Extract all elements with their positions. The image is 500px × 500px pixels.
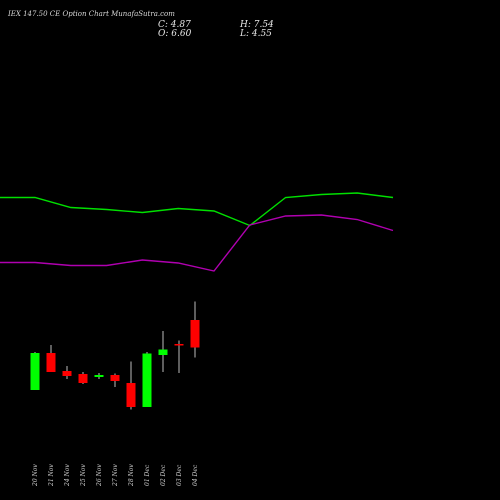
date-label: 24 Nov (64, 464, 71, 487)
high-value: H: 7.54 (240, 20, 274, 30)
candle-body (174, 344, 184, 346)
candle-body (78, 374, 88, 383)
candle-body (62, 371, 72, 376)
candle-body (190, 320, 200, 348)
candle-body (158, 349, 168, 355)
open-value: O: 6.60 (158, 29, 192, 39)
candle-body (110, 375, 120, 381)
date-label: 04 Dec (192, 464, 199, 486)
candle-body (46, 353, 56, 372)
date-label: 25 Nov (80, 464, 87, 487)
date-label: 02 Dec (160, 464, 167, 486)
date-label: 21 Nov (48, 464, 55, 487)
candle-body (30, 353, 40, 390)
date-label: 27 Nov (112, 464, 119, 487)
low-value: L: 4.55 (240, 29, 272, 39)
lower-band-line (0, 214, 394, 272)
candle-body (142, 353, 152, 407)
date-label: 03 Dec (176, 464, 183, 486)
date-label: 28 Nov (128, 464, 135, 487)
date-label: 01 Dec (144, 464, 151, 486)
candle-body (94, 375, 104, 377)
date-label: 26 Nov (96, 464, 103, 487)
chart-title: IEX 147.50 CE Option Chart MunafaSutra.c… (8, 10, 175, 18)
upper-band-line (0, 192, 394, 227)
close-value: C: 4.87 (158, 20, 191, 30)
date-label: 20 Nov (32, 464, 39, 487)
candle-body (126, 383, 136, 407)
